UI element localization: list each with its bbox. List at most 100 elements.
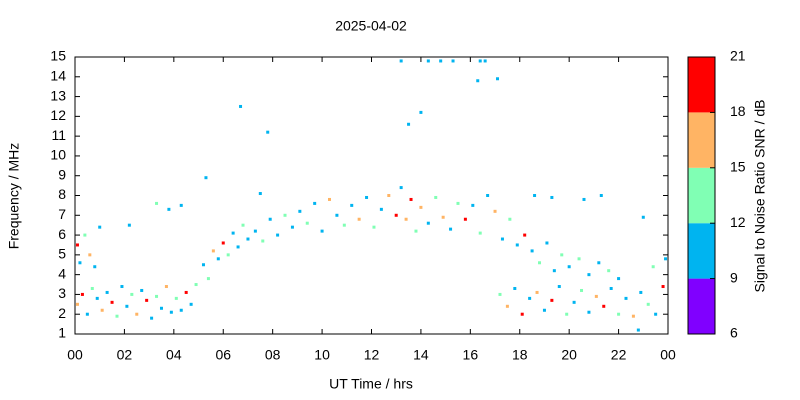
data-point bbox=[90, 286, 94, 290]
data-point bbox=[498, 292, 502, 296]
y-tick-label: 11 bbox=[51, 127, 66, 143]
data-point bbox=[567, 265, 571, 269]
data-point bbox=[599, 194, 603, 197]
data-point bbox=[407, 122, 411, 126]
data-point bbox=[169, 310, 173, 314]
data-point bbox=[624, 296, 628, 300]
data-point bbox=[135, 312, 139, 316]
data-point bbox=[155, 294, 159, 298]
data-point bbox=[471, 203, 475, 207]
data-point bbox=[145, 298, 149, 302]
data-point bbox=[379, 207, 383, 211]
data-point bbox=[268, 217, 272, 221]
data-point bbox=[85, 312, 89, 316]
data-point bbox=[399, 59, 403, 63]
data-point bbox=[542, 308, 546, 312]
y-tick-label: 13 bbox=[50, 87, 66, 103]
data-point bbox=[327, 197, 331, 201]
data-point bbox=[493, 209, 497, 213]
y-tick-label: 14 bbox=[50, 67, 66, 83]
data-point bbox=[439, 59, 443, 63]
y-tick-label: 7 bbox=[58, 206, 66, 222]
data-point bbox=[88, 253, 92, 257]
data-point bbox=[174, 296, 178, 300]
colorbar-tick-label: 12 bbox=[730, 214, 746, 230]
data-point bbox=[538, 261, 542, 265]
data-point bbox=[399, 186, 403, 190]
data-point bbox=[513, 286, 517, 290]
data-point bbox=[646, 302, 650, 306]
data-point bbox=[557, 285, 561, 289]
data-point bbox=[641, 215, 645, 219]
data-point bbox=[159, 306, 163, 310]
data-point bbox=[105, 290, 109, 294]
data-point bbox=[639, 290, 643, 294]
data-point bbox=[404, 217, 408, 221]
x-tick-label: 04 bbox=[166, 347, 182, 363]
data-point bbox=[483, 59, 487, 63]
data-point bbox=[140, 288, 144, 292]
data-point bbox=[110, 300, 114, 304]
data-point bbox=[335, 213, 339, 217]
data-point bbox=[276, 233, 280, 237]
x-tick-label: 22 bbox=[611, 347, 627, 363]
data-point bbox=[550, 298, 554, 302]
data-point bbox=[357, 217, 361, 221]
data-point bbox=[394, 213, 398, 217]
y-tick-label: 8 bbox=[58, 186, 66, 202]
data-point bbox=[258, 192, 262, 196]
data-point bbox=[342, 223, 346, 227]
data-point bbox=[419, 205, 423, 209]
x-tick-label: 02 bbox=[117, 347, 133, 363]
x-tick-label: 00 bbox=[67, 347, 83, 363]
x-tick-label: 16 bbox=[463, 347, 479, 363]
colorbar-band bbox=[688, 112, 715, 168]
data-point bbox=[201, 263, 205, 267]
x-tick-label: 12 bbox=[364, 347, 380, 363]
data-point bbox=[75, 243, 79, 247]
data-point bbox=[125, 304, 129, 308]
data-point bbox=[636, 328, 640, 332]
x-tick-label: 08 bbox=[265, 347, 281, 363]
x-tick-label: 06 bbox=[215, 347, 231, 363]
data-point bbox=[365, 195, 369, 199]
data-point bbox=[478, 59, 482, 63]
colorbar-tick-label: 9 bbox=[730, 269, 738, 285]
data-point bbox=[320, 229, 324, 233]
data-point bbox=[239, 104, 243, 108]
data-point bbox=[451, 59, 455, 63]
x-tick-label: 10 bbox=[314, 347, 330, 363]
data-point bbox=[211, 249, 215, 253]
colorbar-label: Signal to Noise Ratio SNR / dB bbox=[752, 100, 768, 293]
colorbar-band bbox=[688, 57, 715, 113]
data-point bbox=[533, 194, 537, 197]
colorbar-band bbox=[688, 223, 715, 279]
data-point bbox=[204, 176, 208, 180]
data-point bbox=[486, 194, 490, 197]
data-point bbox=[545, 241, 549, 245]
data-point bbox=[179, 203, 183, 207]
data-point bbox=[298, 209, 302, 213]
colorbar-band bbox=[688, 278, 715, 334]
data-point bbox=[565, 312, 569, 316]
data-point bbox=[409, 197, 413, 201]
data-point bbox=[231, 231, 235, 235]
data-point bbox=[179, 308, 183, 312]
data-point bbox=[226, 253, 230, 257]
data-point bbox=[414, 229, 418, 233]
data-point bbox=[221, 241, 225, 245]
data-point bbox=[350, 203, 354, 207]
colorbar-tick-label: 21 bbox=[730, 48, 746, 64]
data-point bbox=[194, 283, 198, 287]
data-point bbox=[206, 277, 210, 281]
data-point bbox=[184, 290, 188, 294]
data-point bbox=[577, 257, 581, 261]
x-tick-label: 18 bbox=[512, 347, 528, 363]
data-point bbox=[150, 316, 154, 320]
y-tick-label: 1 bbox=[58, 325, 66, 341]
data-point bbox=[100, 308, 104, 312]
data-point bbox=[552, 269, 556, 273]
data-point bbox=[560, 253, 564, 257]
data-point bbox=[609, 286, 613, 290]
data-point bbox=[419, 110, 423, 114]
